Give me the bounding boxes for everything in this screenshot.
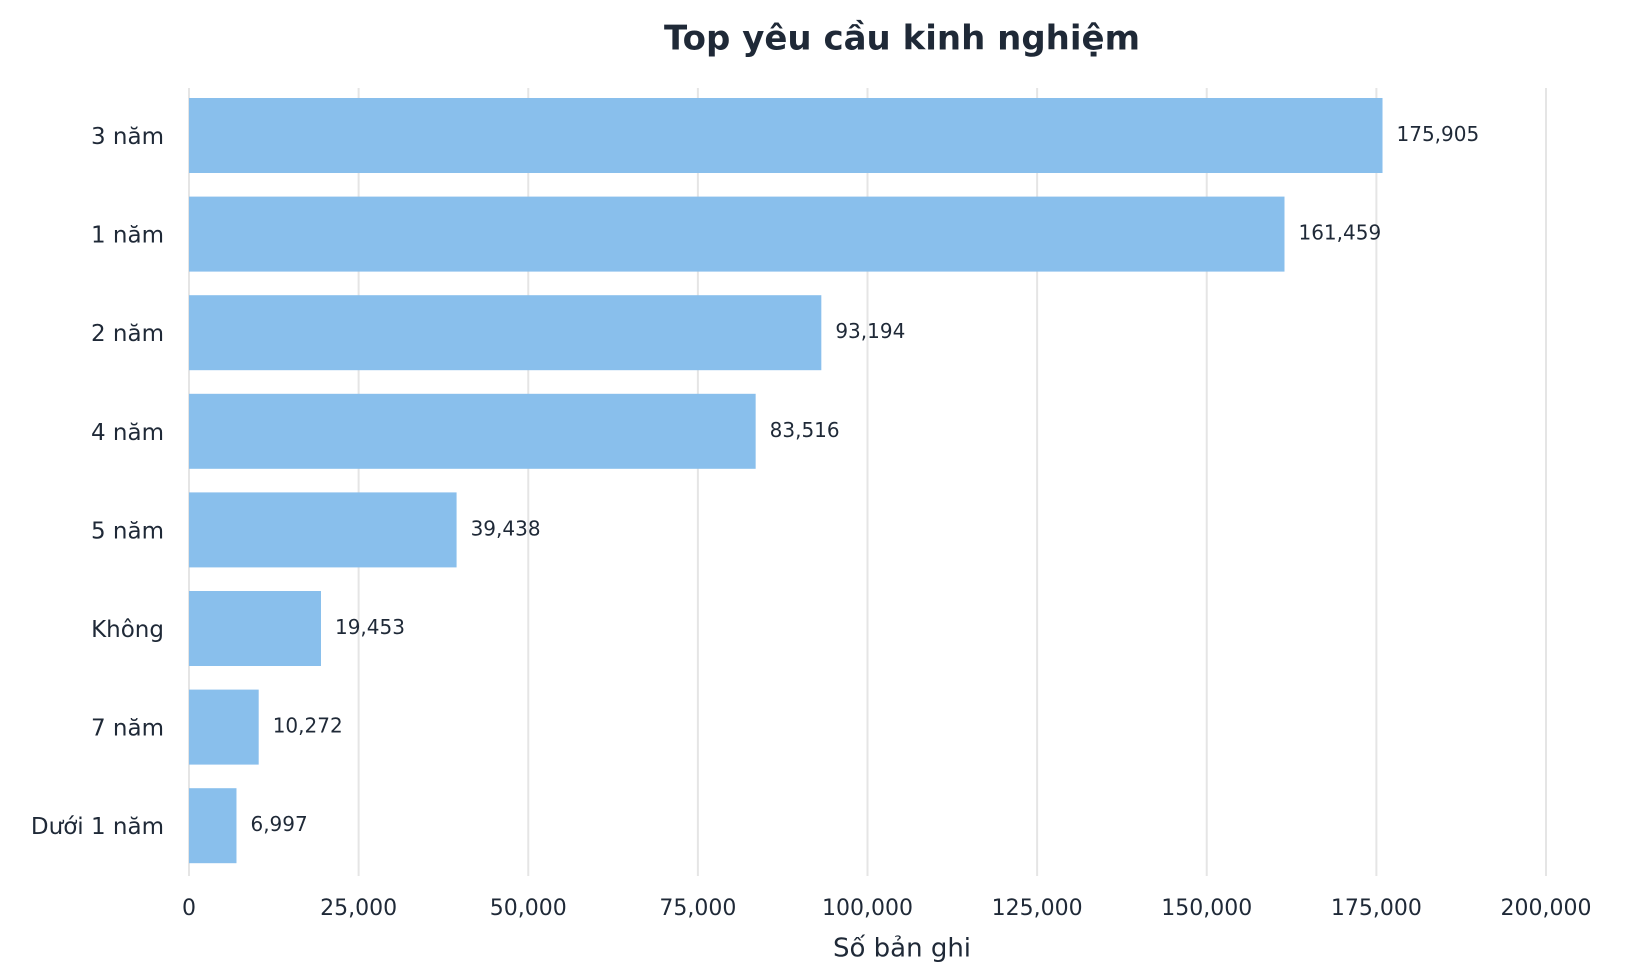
x-tick-label: 0 [182,896,196,921]
value-label: 161,459 [1298,221,1381,245]
y-tick-label: 4 năm [91,420,164,446]
y-tick-label: 1 năm [91,223,164,249]
value-label: 83,516 [770,418,840,442]
x-tick-label: 125,000 [992,896,1083,921]
chart-title: Top yêu cầu kinh nghiệm [664,19,1140,59]
bar [189,689,259,765]
bar [189,98,1383,173]
bar [189,196,1285,272]
x-tick-label: 175,000 [1331,896,1422,921]
bar [189,295,822,371]
y-tick-label: Không [91,617,164,643]
x-tick-label: 75,000 [659,896,736,921]
bar [189,393,756,469]
bar [189,591,321,666]
value-label: 39,438 [471,516,541,540]
y-tick-label: 5 năm [91,518,164,544]
x-tick-label: 25,000 [320,896,397,921]
value-label: 93,194 [835,319,905,343]
y-tick-label: 3 năm [91,124,164,150]
bar [189,788,237,864]
x-axis-label: Số bản ghi [833,934,971,964]
x-tick-label: 100,000 [822,896,913,921]
y-tick-label: Dưới 1 năm [31,814,164,840]
x-tick-label: 50,000 [490,896,567,921]
value-label: 6,997 [250,812,307,836]
value-label: 19,453 [335,615,405,639]
value-label: 10,272 [273,714,343,738]
value-label: 175,905 [1397,122,1480,146]
x-tick-label: 150,000 [1161,896,1252,921]
bar [189,492,457,568]
y-tick-label: 2 năm [91,321,164,347]
x-tick-label: 200,000 [1501,896,1592,921]
y-tick-label: 7 năm [91,716,164,742]
